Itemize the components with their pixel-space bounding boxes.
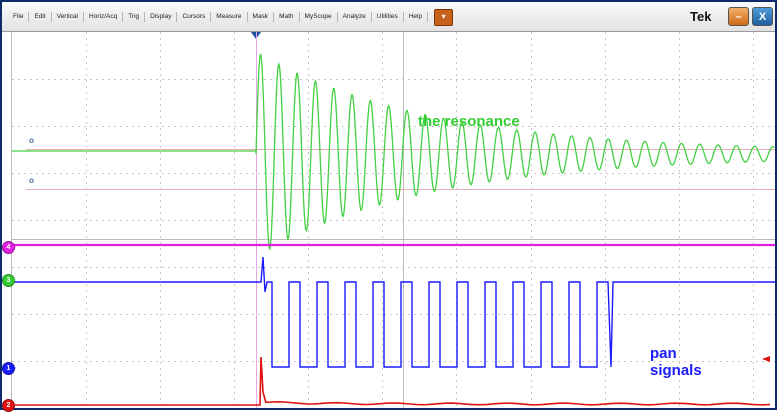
- menu-list: File Edit Vertical Horiz/Acq Trig Display Curs…: [8, 2, 454, 32]
- channel-3-marker[interactable]: 3: [2, 274, 16, 287]
- menu-item-math[interactable]: Math: [274, 12, 300, 22]
- resonance-label: the resonance: [418, 113, 520, 130]
- red-trace: [12, 356, 771, 406]
- channel-marker-strip: [2, 32, 12, 408]
- brand-logo: Tek: [690, 9, 712, 24]
- menu-bar: File Edit Vertical Horiz/Acq Trig Display Curs…: [2, 2, 775, 32]
- pan-label-line: signals: [650, 362, 702, 379]
- channel-1-marker[interactable]: 1: [2, 362, 16, 375]
- resonance-trace: [12, 53, 775, 251]
- channel-4-marker[interactable]: 4: [2, 241, 16, 254]
- waveform-canvas: [12, 32, 775, 408]
- chevron-glyph: ▾: [441, 12, 446, 21]
- channel-3-arrow-icon: [11, 277, 16, 283]
- menu-item-measure[interactable]: Measure: [211, 12, 248, 22]
- menu-item-file[interactable]: File: [8, 12, 30, 22]
- red-level-arrow-icon: [762, 356, 770, 362]
- reference-level-marker: o: [29, 176, 34, 185]
- minimize-icon[interactable]: –: [728, 7, 749, 26]
- chevron-down-icon[interactable]: ▾: [434, 8, 454, 26]
- menu-item-vertical[interactable]: Vertical: [52, 12, 85, 22]
- menu-item-mask[interactable]: Mask: [248, 12, 275, 22]
- menu-item-help[interactable]: Help: [404, 12, 429, 22]
- channel-2-marker[interactable]: 2: [2, 399, 16, 412]
- menu-item-horiz-acq[interactable]: Horiz/Acq: [84, 12, 124, 22]
- close-icon[interactable]: X: [752, 7, 773, 26]
- menu-item-utilities[interactable]: Utilities: [372, 12, 404, 22]
- waveform-display[interactable]: o o the resonance pan signals: [12, 32, 775, 408]
- pan-label-line: pan: [650, 345, 677, 362]
- channel-2-arrow-icon: [11, 402, 16, 408]
- menu-item-edit[interactable]: Edit: [29, 12, 52, 22]
- menu-item-cursors[interactable]: Cursors: [177, 12, 212, 22]
- menu-item-myscope[interactable]: MyScope: [300, 12, 338, 22]
- pan-signals-label: pan signals: [650, 345, 702, 379]
- menu-item-trig[interactable]: Trig: [123, 12, 146, 22]
- channel-1-arrow-icon: [11, 365, 16, 371]
- reference-level-marker: o: [29, 136, 34, 145]
- menu-item-analyze[interactable]: Analyze: [338, 12, 372, 22]
- menu-item-display[interactable]: Display: [145, 12, 178, 22]
- pan-signal-trace: [12, 256, 775, 368]
- channel-4-arrow-icon: [11, 244, 16, 250]
